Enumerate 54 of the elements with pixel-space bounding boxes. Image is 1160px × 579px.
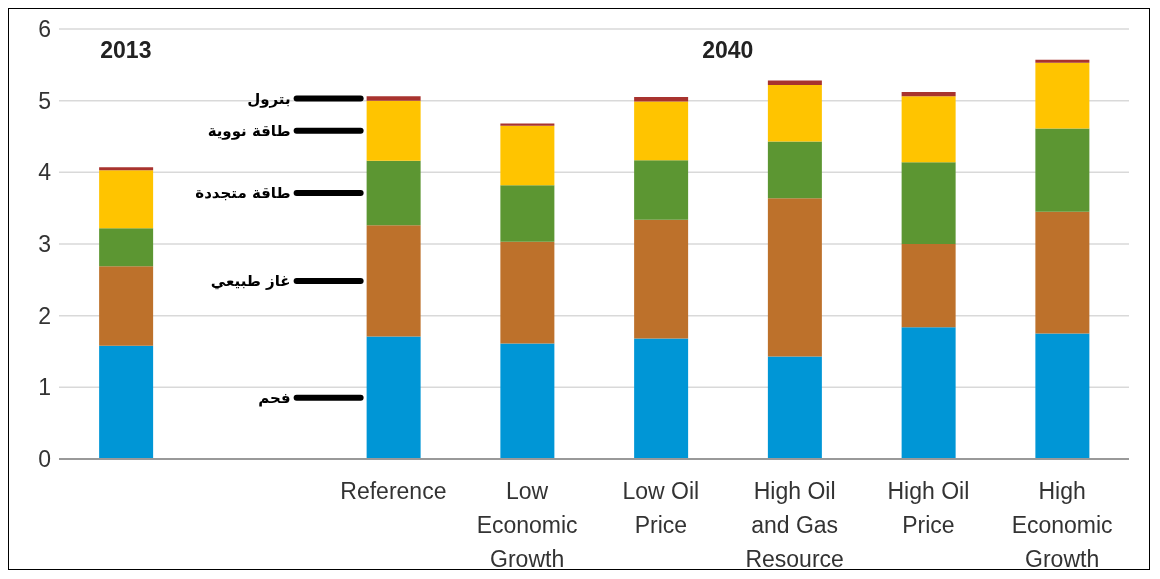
- bar: [901, 244, 956, 328]
- bar: [767, 80, 822, 85]
- bar: [634, 219, 689, 339]
- x-tick-label: High Economic Growth: [1011, 478, 1113, 572]
- bar: [366, 100, 421, 161]
- bar: [99, 266, 154, 346]
- annotation: 2040: [702, 37, 754, 64]
- bar: [366, 336, 421, 459]
- bar: [901, 162, 956, 244]
- y-tick-label: 2: [38, 302, 51, 329]
- bar: [500, 185, 555, 242]
- y-tick-label: 3: [38, 231, 51, 258]
- bar: [901, 327, 956, 459]
- text: طاقة نووية: [207, 122, 291, 141]
- annotation: 2013: [100, 37, 152, 64]
- bar: [99, 167, 154, 171]
- x-tick-label: Low Oil Price: [622, 478, 700, 538]
- x-tick-label: Reference: [340, 478, 447, 504]
- y-tick-label: 5: [38, 87, 51, 114]
- bar: [500, 343, 555, 459]
- y-tick-label: 6: [38, 16, 51, 43]
- bar: [99, 228, 154, 267]
- bar: [366, 160, 421, 226]
- bar: [366, 225, 421, 337]
- bar: [634, 101, 689, 161]
- bar: [767, 198, 822, 357]
- y-tick-label: 4: [38, 159, 52, 186]
- x-tick-label: High Oil and Gas Resource: [745, 478, 844, 572]
- bar: [99, 345, 154, 459]
- bar: [767, 356, 822, 459]
- text: فحم: [258, 388, 291, 407]
- text: طاقة متجددة: [195, 184, 291, 203]
- bar: [634, 160, 689, 220]
- y-tick-label: 1: [38, 374, 51, 401]
- bar: [1035, 211, 1090, 334]
- bar: [99, 170, 154, 229]
- bar: [500, 123, 555, 126]
- bar: [767, 141, 822, 199]
- bar: [1035, 59, 1090, 63]
- text: غاز طبيعي: [210, 272, 291, 291]
- text: بترول: [247, 89, 291, 108]
- bar: [901, 96, 956, 163]
- bar: [1035, 62, 1090, 129]
- x-tick-label: High Oil Price: [887, 478, 970, 538]
- bar: [634, 97, 689, 102]
- bar: [1035, 128, 1090, 212]
- bar: [901, 92, 956, 97]
- y-tick-label: 0: [38, 446, 51, 473]
- bar: [1035, 333, 1090, 459]
- x-tick-label: Low Economic Growth: [476, 478, 578, 572]
- bar: [767, 84, 822, 142]
- bar: [500, 125, 555, 186]
- bar: [634, 338, 689, 459]
- bar: [500, 241, 555, 344]
